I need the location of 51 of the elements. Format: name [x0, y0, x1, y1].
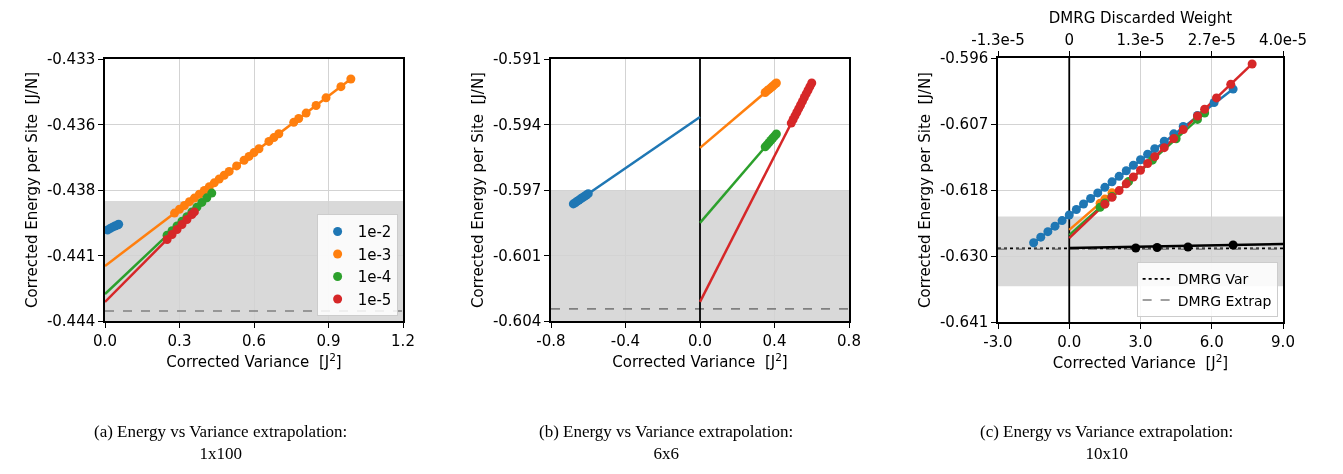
legend-label: 1e-2	[357, 223, 392, 242]
legend-label: 1e-3	[357, 245, 392, 264]
y-tick-label: -0.596	[939, 49, 989, 68]
x-tick-label: -0.4	[610, 331, 641, 350]
y-tick-label: -0.604	[492, 312, 542, 331]
x2-tick-label: -1.3e-5	[971, 31, 1025, 50]
y-tick-label: -0.594	[492, 115, 542, 134]
x-tick-label: -0.8	[536, 331, 566, 350]
x-tick-label: 0.8	[837, 331, 861, 350]
x-axis-title: Corrected Variance [J$^{2}$]	[1052, 351, 1229, 373]
x-tick-label: 0.3	[167, 331, 192, 350]
x-tick-label: 9.0	[1271, 332, 1295, 351]
x2-axis-title: DMRG Discarded Weight	[1048, 9, 1233, 27]
legend-label: DMRG Var	[1177, 271, 1249, 288]
x-axis-title: Corrected Variance [J$^{2}$]	[166, 350, 342, 372]
legend-label: 1e-4	[357, 268, 392, 287]
y-tick-label: -0.436	[46, 115, 96, 134]
y-tick-label: -0.601	[492, 246, 542, 265]
y-tick-label: -0.438	[46, 181, 96, 200]
y-tick-label: -0.607	[939, 115, 989, 134]
y-axis-title: Corrected Energy per Site [J/N]	[468, 72, 487, 308]
y-axis-title: Corrected Energy per Site [J/N]	[915, 72, 934, 308]
y-tick-label: -0.444	[46, 312, 96, 331]
y-tick-label: -0.630	[939, 247, 989, 266]
y-tick-label: -0.641	[939, 313, 989, 332]
x2-tick-label: 1.3e-5	[1116, 31, 1165, 50]
y-tick-label: -0.618	[939, 181, 989, 200]
x-tick-label: 3.0	[1128, 332, 1153, 351]
y-axis-title: Corrected Energy per Site [J/N]	[22, 72, 41, 308]
y-tick-label: -0.597	[492, 181, 542, 200]
x-tick-label: 0.9	[316, 331, 341, 350]
x-tick-label: 6.0	[1199, 332, 1224, 351]
x-tick-label: 0.0	[688, 331, 712, 350]
y-tick-label: -0.433	[46, 50, 96, 69]
y-tick-label: -0.591	[492, 50, 542, 69]
x2-tick-label: 4.0e-5	[1258, 31, 1308, 50]
x-tick-label: 0.0	[1057, 332, 1082, 351]
x-tick-label: 0.0	[93, 331, 117, 350]
text: (b) Energy vs Variance extrapolation: 6x6	[539, 422, 794, 464]
text: (a) Energy vs Variance extrapolation: 1x100	[94, 422, 348, 464]
x-tick-label: 0.4	[762, 331, 787, 350]
legend-label: DMRG Extrap	[1177, 292, 1272, 309]
x2-tick-label: 2.7e-5	[1187, 31, 1236, 50]
x-tick-label: 0.6	[242, 331, 266, 350]
text: (c) Energy vs Variance extrapolation: 10x10	[980, 422, 1234, 464]
x-tick-label: 1.2	[391, 331, 415, 350]
x-axis-title: Corrected Variance [J$^{2}$]	[612, 350, 788, 372]
y-tick-label: -0.441	[46, 246, 96, 265]
x2-tick-label: 0	[1064, 31, 1075, 50]
legend-label: 1e-5	[357, 290, 392, 309]
x-tick-label: -3.0	[983, 332, 1013, 351]
